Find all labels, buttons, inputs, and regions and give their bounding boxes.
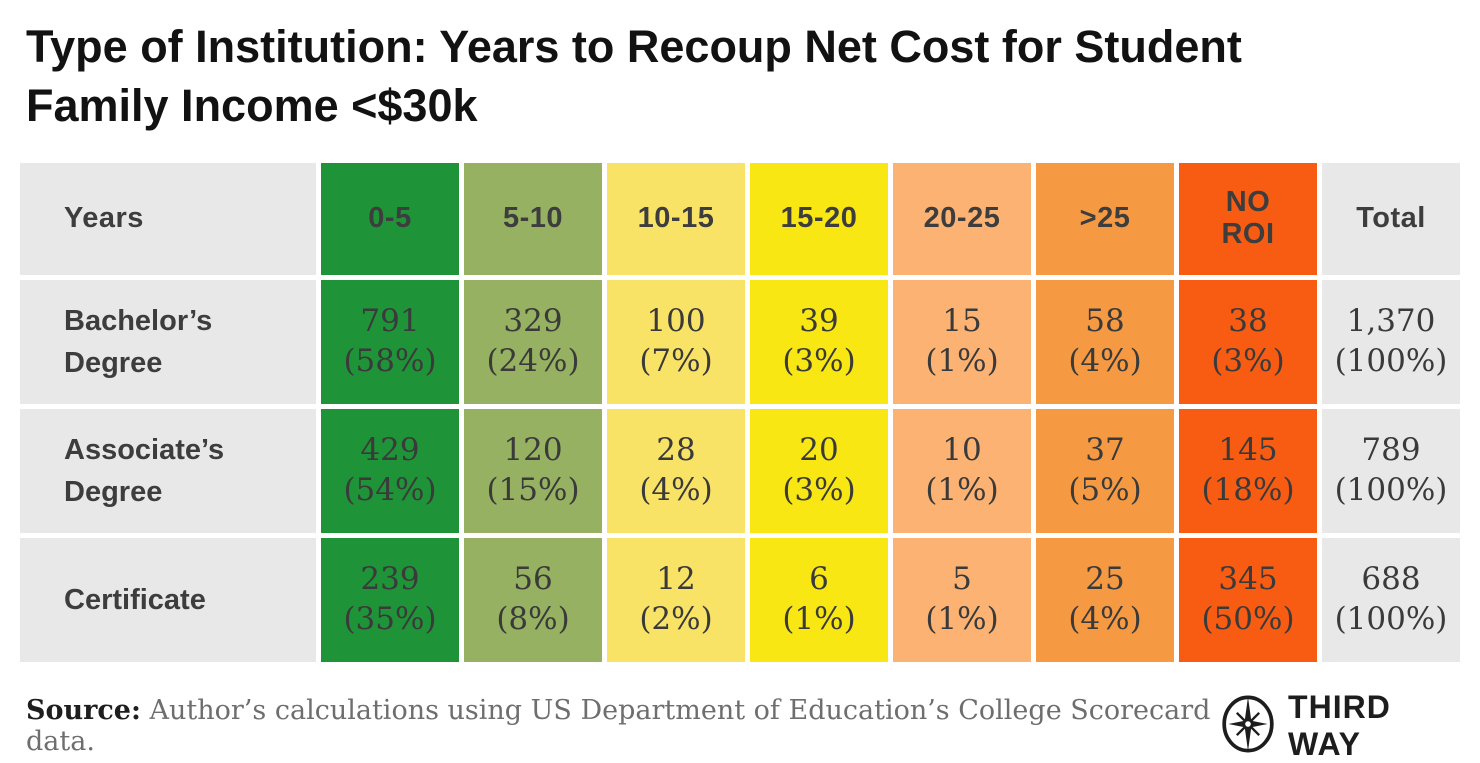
- cell-count: 789: [1361, 432, 1421, 469]
- column-header-20-25: 20-25: [893, 163, 1031, 275]
- logo-wordmark: THIRD WAY: [1288, 689, 1391, 762]
- cell-count: 120: [503, 432, 563, 469]
- table-cell-total: 688 (100%): [1322, 538, 1460, 662]
- cell-count: 1,370: [1346, 303, 1436, 340]
- footer: Source: Author’s calculations using US D…: [26, 689, 1460, 763]
- table-cell: 12 (2%): [607, 538, 745, 662]
- cell-count: 145: [1218, 432, 1278, 469]
- table-cell: 25 (4%): [1036, 538, 1174, 662]
- cell-percent: (58%): [343, 343, 437, 379]
- cell-percent: (1%): [925, 601, 999, 637]
- cell-percent: (3%): [782, 472, 856, 508]
- cell-count: 15: [942, 303, 982, 340]
- column-header-5-10: 5-10: [464, 163, 602, 275]
- cell-count: 28: [656, 432, 696, 469]
- table-cell: 345 (50%): [1179, 538, 1317, 662]
- cell-percent: (5%): [1068, 472, 1142, 508]
- cell-percent: (1%): [925, 343, 999, 379]
- table-cell: 329 (24%): [464, 280, 602, 404]
- cell-count: 56: [513, 561, 553, 598]
- cell-percent: (3%): [782, 343, 856, 379]
- cell-count: 429: [360, 432, 420, 469]
- cell-percent: (35%): [343, 601, 437, 637]
- table-cell: 39 (3%): [750, 280, 888, 404]
- table-cell: 28 (4%): [607, 409, 745, 533]
- roi-table: Years 0-5 5-10 10-15 15-20 20-25 >25 NO …: [20, 163, 1460, 662]
- cell-percent: (4%): [1068, 601, 1142, 637]
- source-label: Source:: [26, 695, 141, 726]
- column-header-no-roi: NO ROI: [1179, 163, 1317, 275]
- cell-count: 688: [1361, 561, 1421, 598]
- cell-percent: (2%): [639, 601, 713, 637]
- table-cell: 56 (8%): [464, 538, 602, 662]
- cell-percent: (3%): [1211, 343, 1285, 379]
- table-cell: 145 (18%): [1179, 409, 1317, 533]
- cell-count: 37: [1085, 432, 1125, 469]
- cell-percent: (7%): [639, 343, 713, 379]
- table-cell: 100 (7%): [607, 280, 745, 404]
- cell-percent: (24%): [486, 343, 580, 379]
- column-header-over-25: >25: [1036, 163, 1174, 275]
- table-cell: 38 (3%): [1179, 280, 1317, 404]
- cell-count: 12: [656, 561, 696, 598]
- table-cell: 20 (3%): [750, 409, 888, 533]
- table-cell: 429 (54%): [321, 409, 459, 533]
- table-cell: 5 (1%): [893, 538, 1031, 662]
- table-cell: 58 (4%): [1036, 280, 1174, 404]
- column-header-15-20: 15-20: [750, 163, 888, 275]
- cell-count: 38: [1228, 303, 1268, 340]
- table-cell: 37 (5%): [1036, 409, 1174, 533]
- cell-percent: (8%): [496, 601, 570, 637]
- cell-count: 329: [503, 303, 563, 340]
- table-cell: 15 (1%): [893, 280, 1031, 404]
- cell-count: 10: [942, 432, 982, 469]
- cell-count: 5: [952, 561, 972, 598]
- cell-count: 239: [360, 561, 420, 598]
- cell-percent: (1%): [782, 601, 856, 637]
- row-label-certificate: Certificate: [20, 538, 316, 662]
- cell-percent: (1%): [925, 472, 999, 508]
- cell-percent: (4%): [1068, 343, 1142, 379]
- column-header-years: Years: [20, 163, 316, 275]
- cell-percent: (50%): [1201, 601, 1295, 637]
- third-way-logo: THIRD WAY: [1220, 689, 1460, 763]
- cell-count: 25: [1085, 561, 1125, 598]
- cell-count: 39: [799, 303, 839, 340]
- cell-percent: (15%): [486, 472, 580, 508]
- cell-percent: (100%): [1334, 601, 1448, 637]
- table-cell: 239 (35%): [321, 538, 459, 662]
- cell-count: 58: [1085, 303, 1125, 340]
- table-cell-total: 1,370 (100%): [1322, 280, 1460, 404]
- cell-percent: (4%): [639, 472, 713, 508]
- row-label-associates-degree: Associate’s Degree: [20, 409, 316, 533]
- chart-title: Type of Institution: Years to Recoup Net…: [26, 21, 1242, 131]
- table-cell-total: 789 (100%): [1322, 409, 1460, 533]
- cell-percent: (100%): [1334, 343, 1448, 379]
- source-note: Source: Author’s calculations using US D…: [26, 695, 1220, 757]
- row-label-bachelors-degree: Bachelor’s Degree: [20, 280, 316, 404]
- cell-count: 345: [1218, 561, 1278, 598]
- table-cell: 791 (58%): [321, 280, 459, 404]
- cell-percent: (54%): [343, 472, 437, 508]
- cell-count: 20: [799, 432, 839, 469]
- table-cell: 10 (1%): [893, 409, 1031, 533]
- compass-icon: [1220, 694, 1276, 759]
- cell-percent: (100%): [1334, 472, 1448, 508]
- table-cell: 120 (15%): [464, 409, 602, 533]
- source-text: Author’s calculations using US Departmen…: [26, 695, 1211, 757]
- cell-count: 791: [360, 303, 420, 340]
- column-header-0-5: 0-5: [321, 163, 459, 275]
- cell-percent: (18%): [1201, 472, 1295, 508]
- column-header-10-15: 10-15: [607, 163, 745, 275]
- column-header-total: Total: [1322, 163, 1460, 275]
- cell-count: 100: [646, 303, 706, 340]
- cell-count: 6: [809, 561, 829, 598]
- table-cell: 6 (1%): [750, 538, 888, 662]
